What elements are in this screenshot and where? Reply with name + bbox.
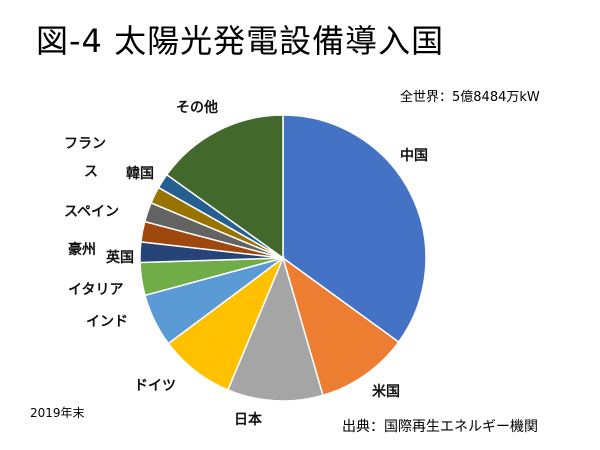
pie-slice-2 — [226, 255, 324, 402]
slice-label-italy: イタリア — [68, 282, 123, 298]
pie-slice-0 — [282, 114, 427, 344]
slice-label-india: インド — [86, 314, 128, 330]
pie-slice-11 — [165, 114, 284, 260]
source-note: 出典：国際再生エネルギー機関 — [342, 419, 538, 435]
slice-label-japan: 日本 — [234, 411, 263, 428]
slice-label-france-line1: フラン — [64, 136, 106, 152]
pie-labels: 中国 米国 日本 ドイツ インド イタリア 英国 豪州 スペイン 韓国 フラン … — [64, 99, 428, 428]
pie-slice-1 — [281, 256, 400, 397]
slice-label-france-line2: ス — [84, 164, 98, 180]
slice-label-others: その他 — [176, 99, 218, 116]
world-total-label: 全世界：5億8484万kW — [400, 90, 540, 105]
slice-label-usa: 米国 — [372, 383, 400, 400]
pie-slices — [139, 114, 427, 402]
slice-label-spain: スペイン — [64, 204, 119, 220]
chart-title: 図-4 太陽光発電設備導入国 — [36, 22, 445, 60]
slice-label-korea: 韓国 — [126, 165, 154, 182]
slice-label-australia: 豪州 — [68, 241, 96, 258]
slice-label-uk: 英国 — [105, 249, 134, 266]
date-note: 2019年末 — [30, 406, 85, 420]
slice-label-germany: ドイツ — [134, 378, 176, 394]
slice-label-china: 中国 — [400, 147, 428, 164]
